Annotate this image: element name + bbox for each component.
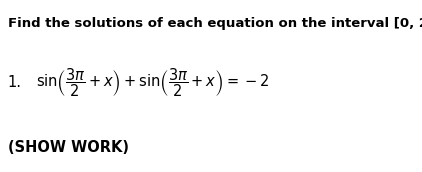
Text: (SHOW WORK): (SHOW WORK) xyxy=(8,140,129,155)
Text: 1.: 1. xyxy=(8,75,22,90)
Text: Find the solutions of each equation on the interval [0, 2π).: Find the solutions of each equation on t… xyxy=(8,17,422,30)
Text: $\sin\!\left(\dfrac{3\pi}{2}+x\right)+\sin\!\left(\dfrac{3\pi}{2}+x\right)=-2$: $\sin\!\left(\dfrac{3\pi}{2}+x\right)+\s… xyxy=(36,66,269,99)
